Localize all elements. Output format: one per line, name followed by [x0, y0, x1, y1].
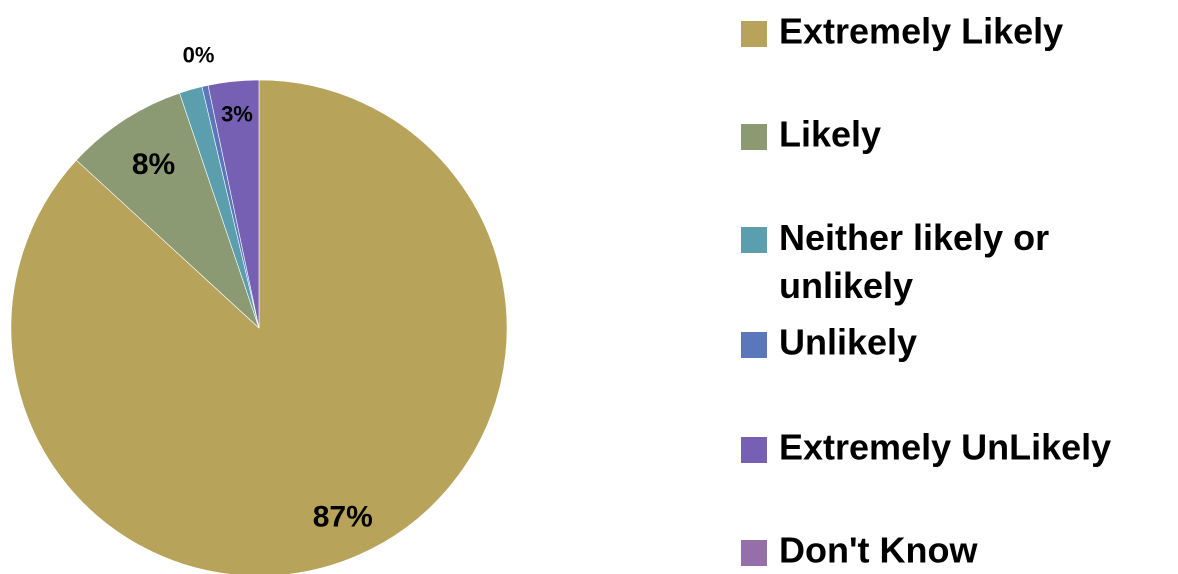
- legend-swatch-extremely-likely: [741, 21, 767, 47]
- legend-swatch-neither-likely-or-unlikely: [741, 227, 767, 253]
- legend-item-don-t-know: Don't Know: [741, 530, 979, 571]
- data-label-unlikely: 0%: [183, 43, 215, 68]
- legend-label-unlikely: Unlikely: [779, 322, 917, 363]
- legend-item-extremely-likely: Extremely Likely: [741, 11, 1063, 52]
- legend: Extremely Likely Likely Neither likely or u…: [741, 11, 1111, 571]
- pie-slice-extremely-unlikely: [207, 79, 260, 329]
- legend-item-likely: Likely: [741, 114, 881, 155]
- legend-label-don-t-know: Don't Know: [779, 530, 979, 571]
- data-label-extremely-likely: 87%: [313, 501, 373, 534]
- pie-slices: [10, 79, 508, 574]
- data-label-likely: 8%: [132, 148, 175, 181]
- legend-swatch-likely: [741, 124, 767, 150]
- legend-label-extremely-likely: Extremely Likely: [779, 11, 1063, 52]
- legend-item-extremely-unlikely: Extremely UnLikely: [741, 427, 1111, 468]
- data-label-extremely-unlikely: 3%: [221, 102, 253, 127]
- legend-label-neither-likely-or-unlikely: Neither likely or unlikely: [779, 217, 1049, 306]
- legend-item-neither-likely-or-unlikely: Neither likely or unlikely: [741, 217, 1049, 306]
- legend-swatch-don-t-know: [741, 540, 767, 566]
- legend-label-extremely-unlikely: Extremely UnLikely: [779, 427, 1111, 468]
- legend-swatch-unlikely: [741, 332, 767, 358]
- pie-slice-likely: [75, 92, 260, 329]
- legend-swatch-extremely-unlikely: [741, 437, 767, 463]
- legend-label-likely: Likely: [779, 114, 881, 155]
- pie-data-labels: 87% 8% 0% 3%: [132, 43, 373, 534]
- legend-item-unlikely: Unlikely: [741, 322, 917, 363]
